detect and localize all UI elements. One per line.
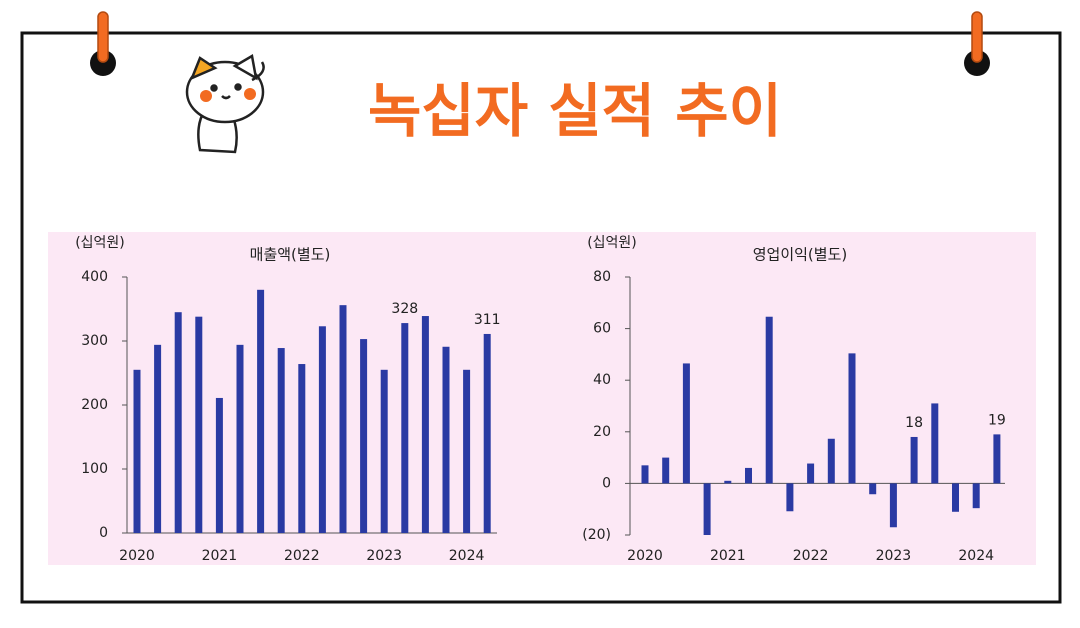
bar [298,364,306,533]
chart-panel [48,232,1036,565]
x-tick-label: 2021 [710,548,746,564]
bar [463,369,471,533]
bar [401,323,409,533]
bar [641,465,649,484]
bar [869,483,877,495]
bar [724,480,732,484]
y-tick-label: (20) [582,527,611,543]
data-label: 311 [474,312,501,328]
y-tick-label: 40 [593,372,611,388]
bar [380,369,388,533]
y-tick-label: 80 [593,269,611,285]
chart-title: 매출액(별도) [250,246,331,264]
x-tick-label: 2021 [202,548,238,564]
bar [318,326,326,533]
bar [662,457,670,484]
bar [154,344,162,533]
y-tick-label: 0 [602,475,611,491]
bar [786,483,794,512]
bar [442,346,450,533]
pin-left [90,11,116,76]
mascot [185,54,265,154]
bar [765,316,773,484]
bar [483,333,491,533]
x-tick-label: 2024 [958,548,994,564]
data-label: 18 [905,415,923,431]
bar [257,289,265,533]
data-label: 328 [391,301,418,317]
y-tick-label: 100 [81,461,108,477]
y-tick-label: 400 [81,269,108,285]
bar [195,316,203,533]
bar [703,483,711,535]
y-axis-label: (십억원) [587,235,637,251]
bar [807,463,815,484]
bar [848,353,856,484]
y-tick-label: 20 [593,424,611,440]
bar [339,305,347,533]
bar [360,339,368,533]
bar [215,397,223,533]
bar [972,483,980,509]
x-tick-label: 2020 [627,548,663,564]
y-axis-label: (십억원) [75,235,125,251]
bar [827,438,835,484]
chart-title: 영업이익(별도) [753,246,848,264]
x-tick-label: 2023 [876,548,912,564]
x-tick-label: 2020 [119,548,155,564]
y-tick-label: 60 [593,321,611,337]
bar [236,344,244,533]
bar [952,483,959,512]
data-label: 19 [988,412,1006,428]
y-tick-label: 300 [81,333,108,349]
bar [889,483,897,528]
pin-right [964,11,990,76]
bar [133,369,141,533]
x-tick-label: 2022 [793,548,829,564]
bar [993,434,1001,484]
page-title: 녹십자 실적 추이 [368,77,782,145]
bar [421,316,429,533]
x-tick-label: 2023 [366,548,402,564]
y-tick-label: 200 [81,397,108,413]
x-tick-label: 2024 [449,548,485,564]
y-tick-label: 0 [99,525,108,541]
bar [174,312,182,533]
bar [277,348,285,533]
x-tick-label: 2022 [284,548,320,564]
bar [745,467,752,484]
bar [931,403,939,484]
bar [910,436,918,484]
bar [682,363,690,484]
